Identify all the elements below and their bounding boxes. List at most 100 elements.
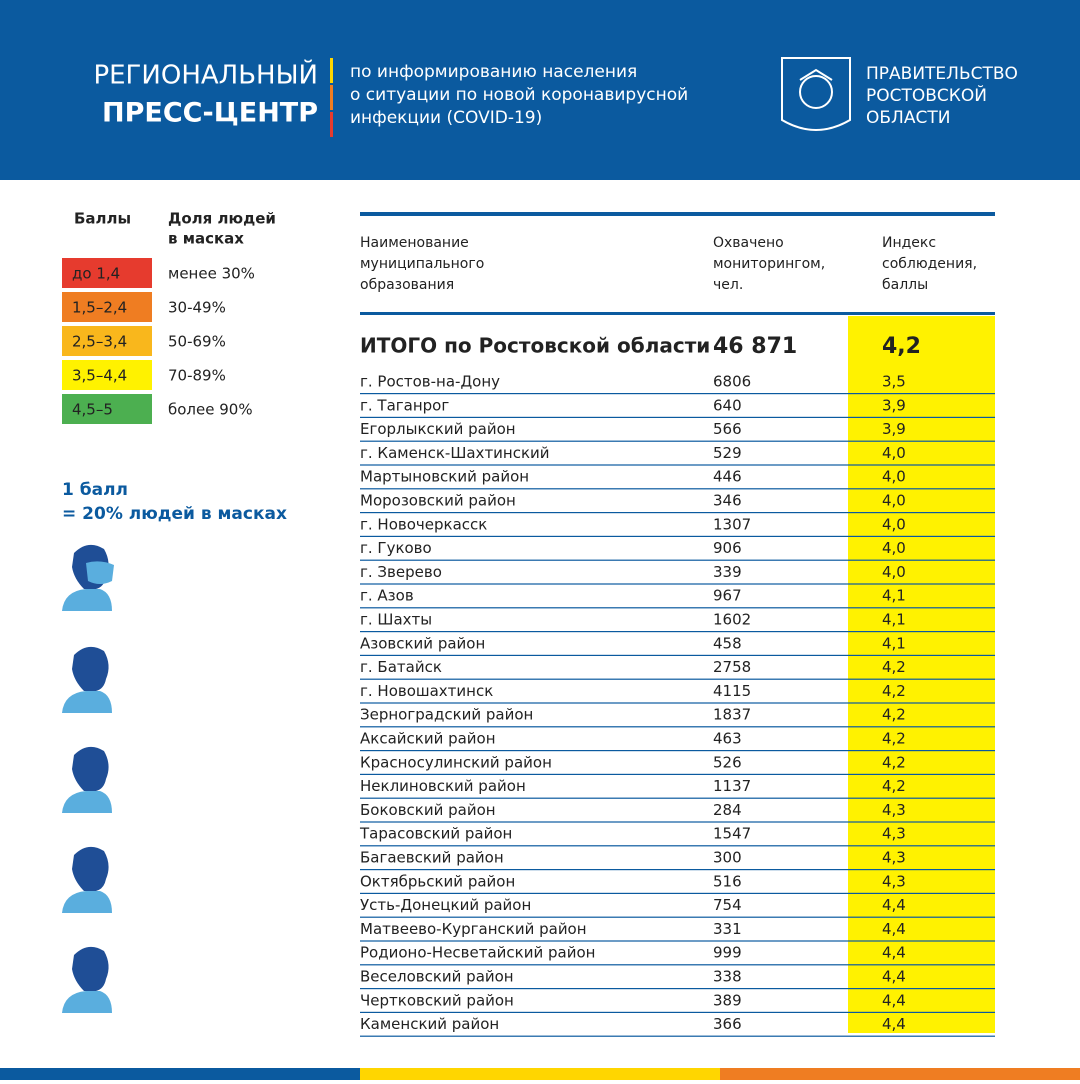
- column-header: Индекс: [882, 235, 936, 251]
- cell: 4,0: [882, 515, 906, 533]
- cell: 4,3: [882, 872, 906, 890]
- row-rule: [360, 512, 995, 514]
- legend-header: в масках: [168, 230, 244, 248]
- legend-swatch: [62, 292, 152, 322]
- cell: Мартыновский район: [360, 468, 529, 486]
- row-rule: [360, 488, 995, 490]
- cell: 640: [713, 396, 742, 414]
- cell: г. Ростов-на-Дону: [360, 373, 500, 391]
- cell: г. Новошахтинск: [360, 682, 493, 700]
- cell: 6806: [713, 373, 751, 391]
- cell: Морозовский район: [360, 492, 516, 510]
- total-cell: ИТОГО по Ростовской области: [360, 334, 710, 358]
- cell: 1137: [713, 777, 751, 795]
- cell: 529: [713, 444, 742, 462]
- cell: г. Новочеркасск: [360, 515, 487, 533]
- cell: 4,0: [882, 563, 906, 581]
- divider: [330, 58, 333, 83]
- column-header: Наименование: [360, 235, 469, 251]
- cell: 4,4: [882, 968, 906, 986]
- legend-range: до 1,4: [72, 265, 120, 283]
- cell: 1547: [713, 825, 751, 843]
- row-rule: [360, 702, 995, 704]
- cell: Зерноградский район: [360, 706, 533, 724]
- title-2: ПРЕСС-ЦЕНТР: [102, 98, 318, 129]
- cell: 1837: [713, 706, 751, 724]
- row-rule: [360, 797, 995, 799]
- legend-range: 2,5–3,4: [72, 333, 127, 351]
- cell: Каменский район: [360, 1015, 499, 1033]
- cell: 4,2: [882, 753, 906, 771]
- legend-share: 70-89%: [168, 367, 226, 385]
- cell: 339: [713, 563, 742, 581]
- cell: 2758: [713, 658, 751, 676]
- person-body: [62, 589, 112, 611]
- row-rule: [360, 750, 995, 752]
- cell: 1602: [713, 611, 751, 629]
- cell: Егорлыкский район: [360, 420, 516, 438]
- strip: [720, 1068, 1080, 1080]
- legend-swatch: [62, 394, 152, 424]
- header-band: [0, 0, 1080, 180]
- cell: 967: [713, 587, 742, 605]
- rule: [360, 312, 995, 315]
- cell: 4,4: [882, 896, 906, 914]
- row-rule: [360, 440, 995, 442]
- row-rule: [360, 583, 995, 585]
- cell: 906: [713, 539, 742, 557]
- cell: 4,4: [882, 1015, 906, 1033]
- person-head: [72, 946, 109, 991]
- legend-swatch: [62, 326, 152, 356]
- row-rule: [360, 631, 995, 633]
- legend-range: 4,5–5: [72, 401, 113, 419]
- cell: Азовский район: [360, 634, 485, 652]
- legend-range: 3,5–4,4: [72, 367, 127, 385]
- cell: 389: [713, 991, 742, 1009]
- cell: 4,2: [882, 682, 906, 700]
- cell: Боковский район: [360, 801, 496, 819]
- cell: г. Таганрог: [360, 396, 449, 414]
- legend-share: менее 30%: [168, 265, 255, 283]
- row-rule: [360, 535, 995, 537]
- cell: г. Зверево: [360, 563, 442, 581]
- row-rule: [360, 821, 995, 823]
- cell: Октябрьский район: [360, 872, 515, 890]
- cell: Матвеево-Курганский район: [360, 920, 587, 938]
- note: = 20% людей в масках: [62, 504, 287, 524]
- cell: 4,2: [882, 777, 906, 795]
- cell: 566: [713, 420, 742, 438]
- subtitle: о ситуации по новой коронавирусной: [350, 85, 688, 105]
- cell: Тарасовский район: [359, 825, 512, 843]
- cell: Родионо-Несветайский район: [360, 944, 595, 962]
- row-rule: [360, 726, 995, 728]
- cell: 458: [713, 634, 742, 652]
- cell: Красносулинский район: [360, 753, 552, 771]
- person-head: [72, 746, 109, 791]
- index-column: [848, 316, 995, 1033]
- cell: 4,4: [882, 944, 906, 962]
- cell: Веселовский район: [360, 968, 514, 986]
- strip: [0, 1068, 360, 1080]
- row-rule: [360, 416, 995, 418]
- legend-share: 50-69%: [168, 333, 226, 351]
- cell: 300: [713, 849, 742, 867]
- row-rule: [360, 464, 995, 466]
- cell: 338: [713, 968, 742, 986]
- cell: 4,0: [882, 539, 906, 557]
- row-rule: [360, 654, 995, 656]
- legend-range: 1,5–2,4: [72, 299, 127, 317]
- cell: Усть-Донецкий район: [360, 896, 531, 914]
- mask: [86, 561, 114, 584]
- cell: 1307: [713, 515, 751, 533]
- cell: 331: [713, 920, 742, 938]
- cell: 4,2: [882, 658, 906, 676]
- row-rule: [360, 559, 995, 561]
- cell: 346: [713, 492, 742, 510]
- divider: [330, 112, 333, 137]
- row-rule: [360, 892, 995, 894]
- emblem: [781, 57, 851, 131]
- column-header: мониторингом,: [713, 256, 825, 272]
- person-body: [62, 891, 112, 913]
- legend-swatch: [62, 258, 152, 288]
